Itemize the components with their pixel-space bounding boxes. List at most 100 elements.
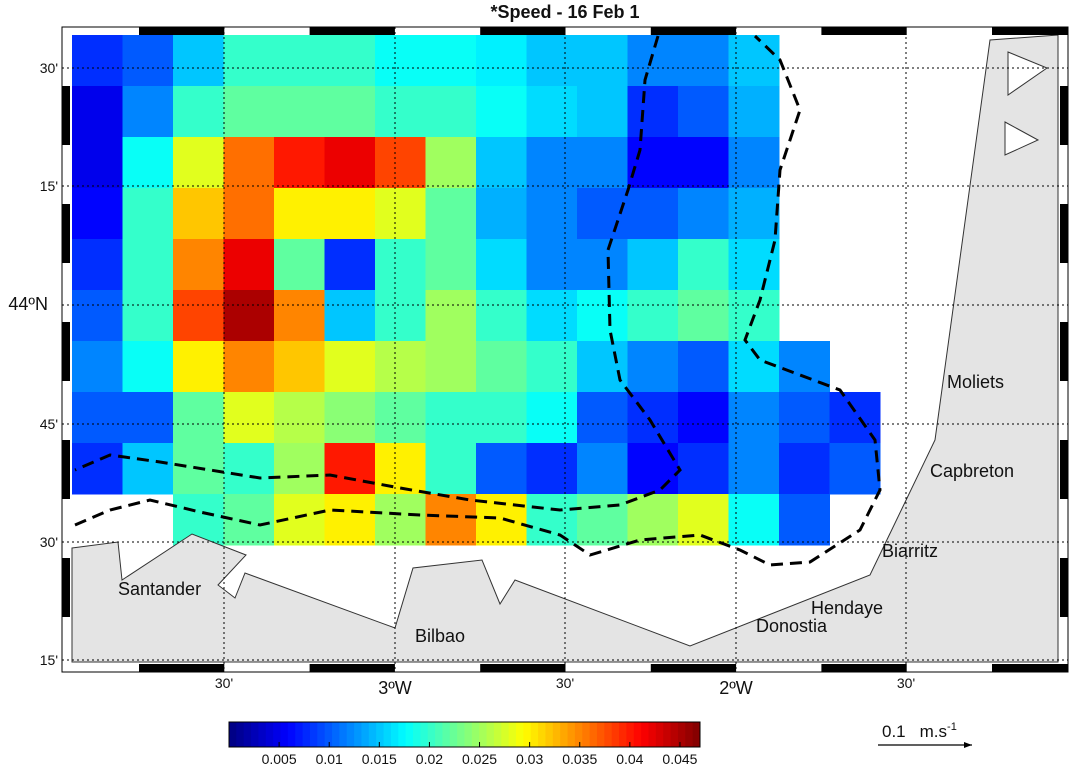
colorbar-swatch	[626, 722, 635, 747]
colorbar-swatch	[251, 722, 259, 747]
speed-cell	[627, 239, 679, 291]
speed-cell	[425, 35, 477, 87]
frame-tick	[139, 27, 225, 35]
speed-cell	[425, 443, 477, 495]
speed-cell	[476, 443, 527, 495]
colorbar-swatch	[287, 722, 296, 747]
colorbar-swatch	[324, 722, 333, 747]
colorbar-swatch	[427, 722, 436, 747]
speed-cell	[122, 35, 174, 87]
colorbar-label: 0.005	[262, 751, 297, 767]
speed-cell	[375, 188, 426, 240]
speed-cell	[274, 137, 325, 189]
colorbar-swatch	[376, 722, 385, 747]
speed-cell	[678, 239, 729, 291]
speed-cell	[223, 443, 275, 495]
colorbar-label: 0.04	[616, 751, 643, 767]
colorbar-swatch	[685, 722, 694, 747]
speed-cell	[728, 86, 780, 138]
colorbar-swatch	[236, 722, 245, 747]
lon-label: 3ºW	[378, 678, 412, 698]
speed-cell	[324, 137, 376, 189]
speed-cell	[678, 392, 729, 444]
colorbar-border	[228, 721, 701, 748]
speed-cell	[779, 443, 830, 495]
frame-tick	[1060, 440, 1068, 499]
frame-tick	[992, 664, 1068, 672]
colorbar-swatch	[383, 722, 392, 747]
frame-tick	[1060, 86, 1068, 145]
colorbar-swatch	[258, 722, 267, 747]
frame-tick	[650, 27, 737, 35]
speed-cell	[728, 494, 780, 546]
lat-label: 15'	[40, 652, 58, 668]
speed-cell	[627, 341, 679, 393]
colorbar-swatch	[361, 722, 370, 747]
contour	[74, 34, 882, 567]
speed-cell	[223, 290, 275, 342]
colorbar-swatch	[309, 722, 318, 747]
colorbar-swatch	[596, 722, 605, 747]
colorbar-swatch	[663, 722, 672, 747]
colorbar-swatch	[346, 722, 355, 747]
colorbar-swatch	[317, 722, 326, 747]
speed-cell	[375, 86, 426, 138]
frame-tick	[480, 664, 566, 672]
colorbar-swatch	[648, 722, 657, 747]
place-name: Capbreton	[930, 461, 1014, 481]
colorbar-swatch	[670, 722, 679, 747]
speed-cell	[72, 137, 123, 189]
speed-cell	[526, 392, 578, 444]
speed-cell	[678, 137, 729, 189]
frame-tick	[1060, 558, 1068, 617]
speed-cell	[223, 392, 275, 444]
speed-cell	[122, 392, 174, 444]
colorbar-swatch	[435, 722, 443, 747]
colorbar-label: 0.03	[516, 751, 543, 767]
speed-cell	[324, 392, 376, 444]
colorbar-label: 0.045	[662, 751, 697, 767]
speed-cell	[678, 341, 729, 393]
speed-cell	[173, 341, 224, 393]
colorbar-swatch	[493, 722, 502, 747]
colorbar-label: 0.02	[416, 751, 443, 767]
colorbar-swatch	[619, 722, 627, 747]
speed-cell	[779, 392, 830, 444]
speed-cell	[274, 341, 325, 393]
speed-cell	[728, 137, 780, 189]
speed-cell	[375, 494, 426, 546]
frame-tick	[992, 27, 1068, 35]
colorbar: 0.005 0.01 0.015 0.02 0.025 0.03 0.035 0.04 0.04…	[228, 721, 701, 767]
lat-label: 30'	[40, 534, 58, 550]
speed-cell	[173, 188, 224, 240]
speed-cell	[72, 239, 123, 291]
colorbar-swatch	[265, 722, 274, 747]
speed-cell	[425, 290, 477, 342]
speed-cell	[476, 86, 527, 138]
speed-cell	[476, 341, 527, 393]
speed-cell	[324, 86, 376, 138]
speed-cell	[274, 86, 325, 138]
colorbar-label: 0.01	[316, 751, 343, 767]
speed-cell	[122, 188, 174, 240]
speed-cell	[728, 239, 780, 291]
speed-cell	[627, 290, 679, 342]
speed-cell	[122, 137, 174, 189]
colorbar-swatch	[545, 722, 554, 747]
speed-cell	[678, 290, 729, 342]
colorbar-swatch	[457, 722, 465, 747]
speed-cell	[122, 341, 174, 393]
speed-cell	[476, 188, 527, 240]
colorbar-swatch	[273, 722, 282, 747]
colorbar-swatch	[508, 722, 517, 747]
speed-cell	[324, 443, 376, 495]
frame-tick	[1060, 322, 1068, 381]
speed-cell	[223, 341, 275, 393]
speed-cell	[526, 443, 578, 495]
speed-cell	[728, 35, 780, 87]
place-name: Bilbao	[415, 626, 465, 646]
speed-cell	[375, 239, 426, 291]
speed-cell	[577, 86, 628, 138]
speed-cell	[678, 443, 729, 495]
speed-cell	[324, 494, 376, 546]
